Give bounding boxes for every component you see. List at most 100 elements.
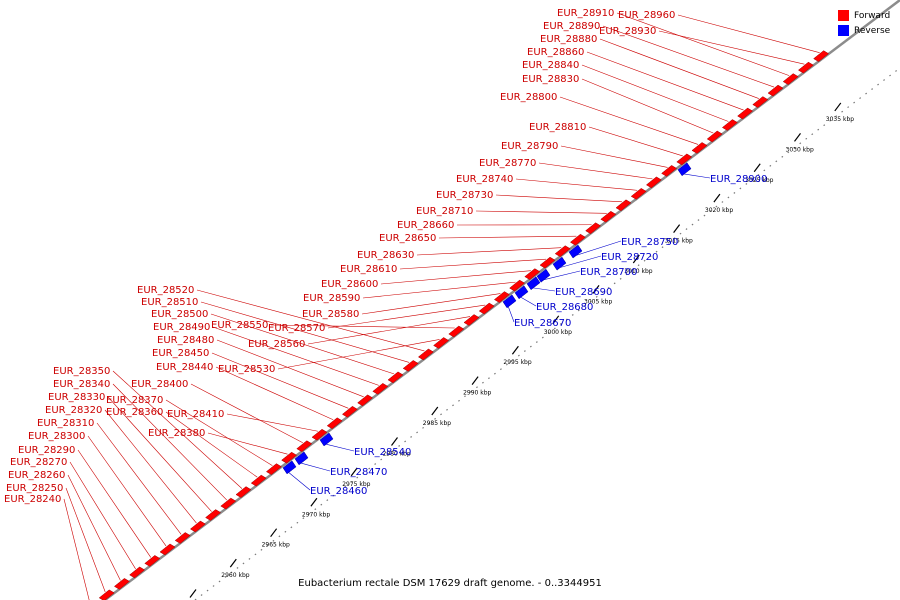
forward-leader-line xyxy=(216,339,364,398)
forward-gene-label: EUR_28360 xyxy=(106,407,163,418)
forward-gene-box xyxy=(417,348,434,361)
forward-gene-label: EUR_28350 xyxy=(53,366,110,377)
forward-gene-label: EUR_28830 xyxy=(522,74,579,85)
scale-tick-label: 2975 kbp xyxy=(342,481,370,488)
forward-gene-box xyxy=(463,314,480,326)
forward-gene-box xyxy=(661,165,678,177)
forward-leader-line xyxy=(226,413,319,432)
forward-gene-box xyxy=(341,405,358,418)
scale-tick xyxy=(713,193,721,203)
forward-leader-line xyxy=(196,289,425,352)
scale-tick xyxy=(310,497,318,507)
reverse-gene-box xyxy=(536,268,551,283)
forward-gene-box xyxy=(113,578,130,590)
forward-gene-box xyxy=(387,371,404,384)
forward-gene-box xyxy=(509,279,526,292)
forward-gene-label: EUR_28400 xyxy=(131,379,188,390)
reverse-leader-line xyxy=(682,173,711,179)
forward-gene-box xyxy=(524,268,541,280)
forward-gene-label: EUR_28480 xyxy=(157,335,214,346)
forward-leader-line xyxy=(560,145,668,168)
forward-leader-line xyxy=(165,399,273,466)
forward-leader-line xyxy=(438,235,577,239)
scale-tick xyxy=(350,467,358,477)
forward-leader-line xyxy=(658,30,805,65)
forward-gene-label: EUR_28300 xyxy=(28,431,85,442)
forward-gene-label: EUR_28860 xyxy=(527,47,584,58)
scale-tick xyxy=(471,376,479,385)
forward-gene-box xyxy=(250,474,267,487)
forward-gene-box xyxy=(433,337,450,349)
forward-leader-line xyxy=(210,313,395,375)
forward-gene-label: EUR_28270 xyxy=(10,457,67,468)
forward-gene-box xyxy=(311,428,328,441)
forward-gene-box xyxy=(767,84,784,97)
forward-leader-line xyxy=(380,270,531,285)
forward-gene-label: EUR_28520 xyxy=(137,285,194,296)
legend-item-reverse: Reverse xyxy=(838,23,890,38)
forward-gene-box xyxy=(326,417,343,430)
reverse-leader-line xyxy=(557,255,602,269)
forward-gene-box xyxy=(235,486,252,498)
forward-gene-label: EUR_28330 xyxy=(48,392,105,403)
forward-gene-label: EUR_28500 xyxy=(151,309,208,320)
forward-gene-box xyxy=(554,245,571,258)
forward-leader-line xyxy=(190,383,303,443)
reverse-leader-line xyxy=(519,296,537,307)
forward-leader-line xyxy=(104,409,197,524)
forward-gene-box xyxy=(281,451,298,464)
label-layer: EUR_28240EUR_28250EUR_28260EUR_28270EUR_… xyxy=(4,8,767,505)
reverse-leader-line xyxy=(287,471,311,491)
reverse-gene-box xyxy=(502,294,517,309)
forward-gene-label: EUR_28810 xyxy=(529,122,586,133)
reverse-gene-box xyxy=(526,276,541,291)
gene-layer xyxy=(98,50,830,600)
forward-leader-line xyxy=(616,12,790,76)
forward-gene-label: EUR_28790 xyxy=(501,141,558,152)
forward-gene-label: EUR_28580 xyxy=(302,309,359,320)
forward-leader-line xyxy=(362,281,516,299)
forward-leader-line xyxy=(270,324,455,329)
forward-gene-box xyxy=(782,73,799,85)
forward-gene-label: EUR_28630 xyxy=(357,250,414,261)
leader-layer xyxy=(63,12,820,600)
reverse-leader-line xyxy=(299,462,331,472)
forward-gene-label: EUR_28770 xyxy=(479,158,536,169)
forward-leader-line xyxy=(586,51,744,111)
forward-leader-line xyxy=(165,411,258,478)
scale-tick-label: 2985 kbp xyxy=(423,420,451,427)
scale-tick xyxy=(834,102,842,112)
scale-tick xyxy=(794,132,801,142)
scale-tick xyxy=(632,254,640,264)
scale-tick xyxy=(431,406,439,416)
forward-gene-box xyxy=(144,555,161,567)
reverse-leader-line xyxy=(573,240,622,257)
forward-leader-line xyxy=(77,449,152,558)
scale-tick xyxy=(270,528,278,538)
forward-gene-label: EUR_28370 xyxy=(106,395,163,406)
scale-tick-label: 2990 kbp xyxy=(463,390,491,397)
forward-gene-label: EUR_28450 xyxy=(152,348,209,359)
forward-gene-label: EUR_28910 xyxy=(557,8,614,19)
legend-item-forward: Forward xyxy=(838,8,890,23)
forward-gene-box xyxy=(813,50,830,62)
forward-gene-label: EUR_28730 xyxy=(436,190,493,201)
genome-caption: Eubacterium rectale DSM 17629 draft geno… xyxy=(298,578,602,589)
forward-gene-box xyxy=(645,176,662,189)
forward-gene-label: EUR_28510 xyxy=(141,297,198,308)
forward-gene-label: EUR_28880 xyxy=(540,34,597,45)
forward-leader-line xyxy=(207,432,288,455)
forward-leader-line xyxy=(277,339,440,370)
scale-tick-label: 2965 kbp xyxy=(262,542,290,549)
forward-leader-line xyxy=(538,162,653,180)
reverse-gene-label: EUR_28750 xyxy=(621,237,678,248)
reverse-gene-label: EUR_28700 xyxy=(580,267,637,278)
forward-leader-line xyxy=(602,25,775,88)
forward-gene-label: EUR_28740 xyxy=(456,174,513,185)
forward-gene-label: EUR_28800 xyxy=(500,92,557,103)
forward-gene-box xyxy=(706,130,723,143)
forward-leader-line xyxy=(63,498,90,600)
forward-gene-label: EUR_28240 xyxy=(4,494,61,505)
reverse-gene-box xyxy=(514,285,529,300)
